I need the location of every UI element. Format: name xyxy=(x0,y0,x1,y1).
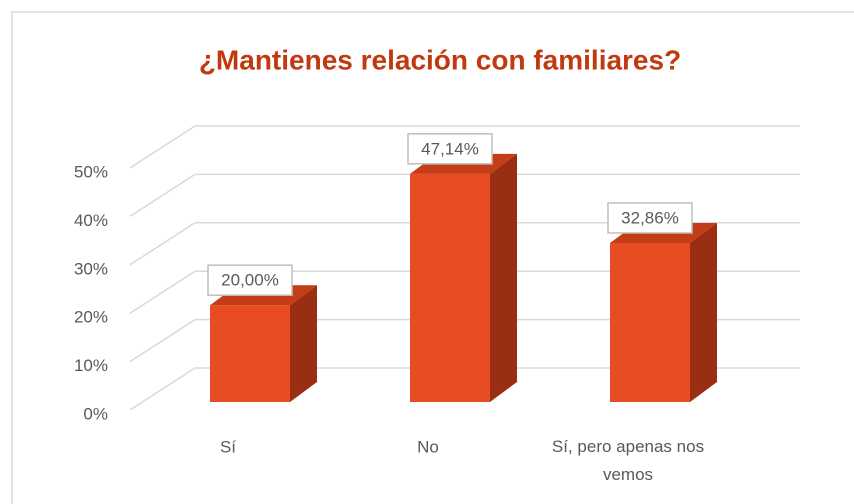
data-label: 32,86% xyxy=(621,208,679,227)
bar-side xyxy=(290,285,317,402)
bar xyxy=(610,242,690,402)
y-tick-label: 0% xyxy=(83,404,108,423)
data-label-box xyxy=(207,264,293,296)
bar xyxy=(210,305,290,402)
y-tick-label: 40% xyxy=(74,211,108,230)
bar xyxy=(410,173,490,402)
grid-line-side xyxy=(129,222,196,266)
data-label: 47,14% xyxy=(421,139,479,158)
y-tick-label: 50% xyxy=(74,162,108,181)
y-tick-label: 30% xyxy=(74,259,108,278)
grid-line-side xyxy=(129,270,196,314)
data-label: 20,00% xyxy=(221,271,279,290)
x-tick-label: Sí, pero apenas nos vemos xyxy=(552,437,704,484)
chart-title: ¿Mantienes relación con familiares? xyxy=(199,44,681,75)
data-label-box xyxy=(407,133,493,165)
y-tick-label: 20% xyxy=(74,308,108,327)
x-tick-label: Sí xyxy=(220,437,236,456)
bar-side xyxy=(490,153,517,402)
grid-line-side xyxy=(129,318,196,363)
data-label-box xyxy=(607,202,693,234)
y-tick-label: 10% xyxy=(74,356,108,375)
grid-line-side xyxy=(129,125,196,169)
grid-line-side xyxy=(129,173,196,218)
x-tick-label: No xyxy=(417,437,439,456)
grid-line-side xyxy=(129,367,196,411)
bar-side xyxy=(690,222,717,402)
